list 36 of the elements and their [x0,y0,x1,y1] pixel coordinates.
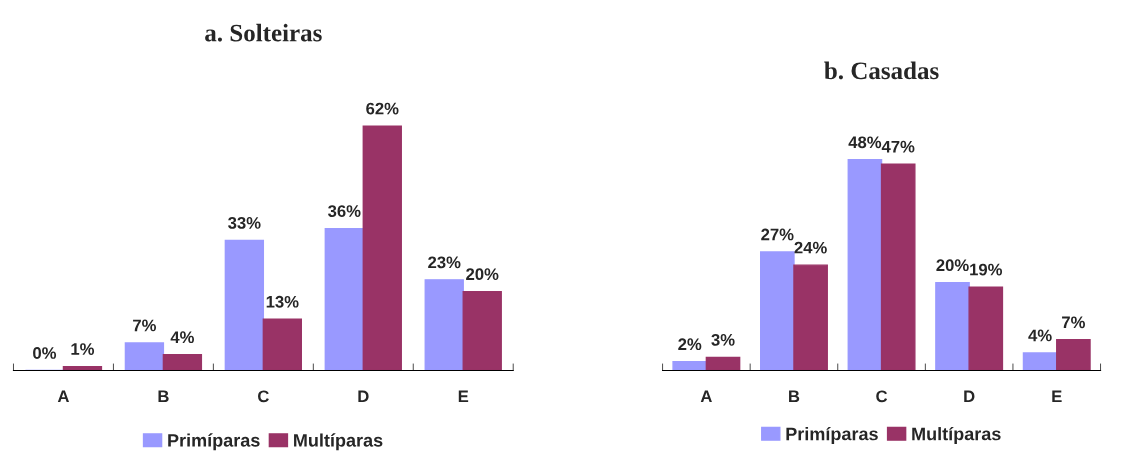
data-label: 7% [133,319,157,332]
data-label: 3% [711,333,735,346]
data-label: 1% [71,343,95,355]
chart-title: a. Solteiras [205,23,322,42]
x-tick-label: B [158,390,169,403]
data-label: 2% [678,338,702,351]
x-tick-label: E [458,390,469,403]
legend-label: Primíparas [786,426,878,444]
data-label: 4% [1028,329,1052,342]
x-tick-label: C [258,390,269,403]
data-label: 24% [794,241,827,254]
x-tick-label: B [789,390,800,403]
data-label: 36% [328,205,361,217]
chart-title: b. Casadas [824,61,939,80]
legend-label: Primíparas [168,433,260,451]
data-label: 27% [761,228,794,241]
data-label: 23% [428,256,461,269]
x-tick-label: D [358,390,369,403]
legend-label: Multíparas [294,433,383,451]
data-label: 4% [170,331,194,344]
x-tick-label: D [964,390,975,403]
legend-label: Multíparas [912,426,1001,444]
data-label: 62% [366,102,399,115]
x-tick-label: A [700,390,712,403]
data-label: 48% [848,136,882,149]
data-label: 13% [266,295,299,308]
data-label: 33% [228,216,261,229]
data-label: 19% [970,263,1003,276]
data-label: 47% [881,140,915,153]
x-tick-label: A [57,390,70,403]
x-tick-label: E [1052,390,1062,403]
data-label: 0% [33,347,57,359]
data-label: 20% [936,259,969,272]
x-tick-label: C [876,390,888,403]
data-label: 7% [1062,316,1085,329]
data-label: 20% [466,268,499,281]
